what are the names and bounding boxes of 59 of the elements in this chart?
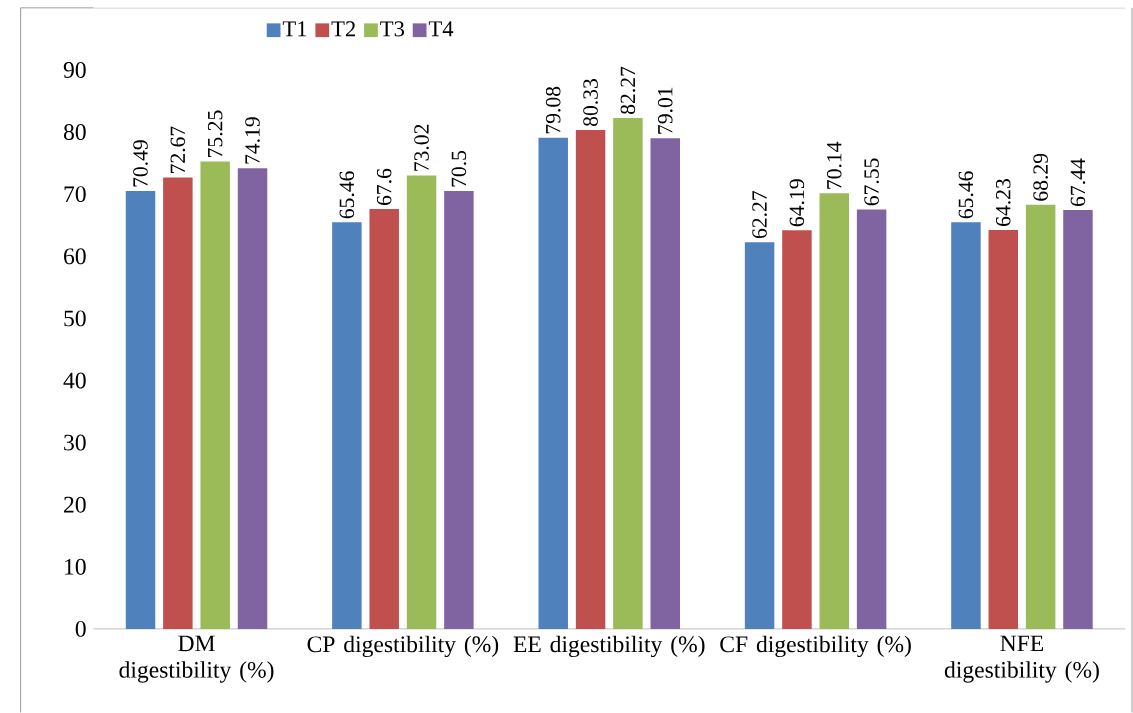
y-tick-label: 20: [64, 496, 86, 513]
data-label: 67.44: [1070, 158, 1086, 206]
data-label: 70.49: [133, 140, 148, 187]
bar: [237, 167, 268, 629]
data-label: 72.67: [170, 126, 186, 173]
bar: [856, 209, 887, 629]
bar: [369, 208, 399, 629]
y-tick-label: 40: [63, 372, 86, 389]
data-label: 70.5: [451, 150, 467, 187]
data-label: 65.46: [958, 171, 974, 219]
bar: [1063, 209, 1093, 629]
y-tick-label: 90: [63, 61, 86, 78]
y-tick-label: 80: [63, 123, 86, 140]
data-label: 64.23: [995, 178, 1011, 226]
y-tick-label: 70: [64, 186, 86, 202]
legend-label: T1: [282, 21, 307, 37]
bar: [538, 137, 568, 629]
bar: [951, 222, 981, 629]
x-tick-label: CP digestibility (%): [307, 635, 499, 657]
bar: [332, 222, 362, 629]
y-tick-label: 50: [64, 310, 86, 327]
y-tick-label: 10: [65, 558, 86, 575]
data-label: 74.19: [245, 117, 260, 164]
bar: [163, 177, 193, 629]
x-tick-label: EE digestibility (%): [513, 635, 705, 657]
data-label: 79.08: [545, 86, 561, 133]
bar: [1025, 204, 1056, 629]
data-label: 80.33: [583, 78, 598, 126]
data-label: 68.29: [1033, 153, 1048, 201]
bar: [200, 161, 230, 629]
bar: [650, 138, 680, 629]
bar: [575, 129, 606, 629]
bar: [613, 117, 643, 629]
bar: [125, 190, 156, 629]
bar: [444, 190, 474, 629]
legend-label: T2: [331, 21, 355, 37]
bar: [406, 175, 437, 629]
data-label: 67.55: [864, 158, 879, 206]
data-label: 65.46: [339, 171, 355, 219]
data-label: 62.27: [752, 190, 767, 238]
bar: [988, 229, 1019, 629]
y-tick-label: 0: [75, 620, 86, 637]
x-tick-label: CF digestibility (%): [720, 635, 911, 657]
bar: [744, 241, 775, 629]
legend-label: T3: [380, 21, 405, 37]
y-tick-label: 60: [64, 248, 86, 265]
data-label: 73.02: [414, 124, 429, 171]
data-label: 67.6: [376, 168, 392, 205]
data-label: 64.19: [789, 179, 805, 226]
bar: [782, 230, 812, 629]
x-tick-label: NFE digestibility (%): [944, 635, 1099, 683]
data-label: 70.14: [826, 141, 842, 189]
bar: [819, 193, 850, 629]
data-label: 79.01: [657, 87, 673, 134]
data-label: 75.25: [207, 110, 223, 157]
y-tick-label: 30: [64, 434, 86, 451]
data-label: 82.27: [620, 66, 636, 114]
legend-label: T4: [428, 21, 454, 36]
x-tick-label: DM digestibility (%): [119, 635, 274, 683]
